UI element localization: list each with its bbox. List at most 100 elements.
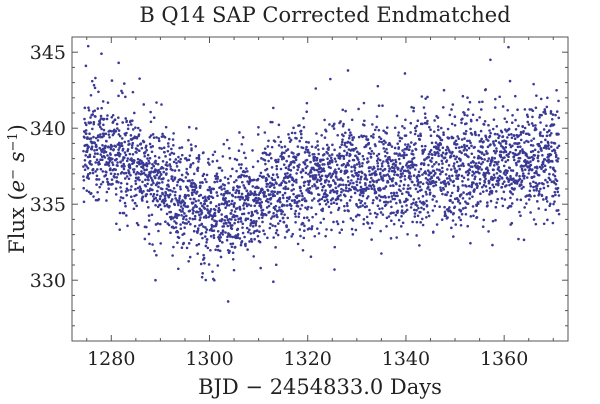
data-point (422, 163, 426, 167)
data-point (478, 178, 482, 181)
data-point (117, 133, 121, 136)
data-point (339, 120, 342, 123)
data-point (473, 130, 477, 134)
data-point (253, 237, 256, 241)
data-point (341, 124, 345, 128)
data-point (155, 193, 159, 197)
data-point (437, 162, 441, 166)
data-point (169, 217, 173, 221)
data-point (220, 218, 224, 221)
data-point (347, 183, 351, 187)
data-point (442, 133, 445, 136)
data-point (251, 165, 255, 169)
data-point (294, 158, 298, 162)
data-point (167, 179, 170, 182)
data-point (245, 189, 249, 192)
data-point (475, 204, 479, 208)
data-point (223, 183, 226, 187)
data-point (388, 167, 392, 170)
data-point (279, 183, 283, 187)
data-point (191, 217, 195, 221)
data-point (493, 106, 497, 109)
data-point (298, 124, 301, 127)
data-point (546, 184, 550, 188)
data-point (307, 219, 311, 222)
data-point (90, 145, 94, 148)
data-point (548, 178, 552, 181)
data-point (397, 134, 400, 137)
data-point (493, 132, 497, 136)
data-point (208, 163, 211, 166)
data-point (508, 79, 512, 83)
data-point (305, 145, 308, 149)
data-point (208, 195, 211, 198)
data-point (375, 159, 379, 163)
data-point (362, 101, 366, 105)
data-point (165, 172, 168, 175)
data-point (503, 156, 506, 159)
data-point (450, 191, 454, 195)
data-point (182, 179, 185, 183)
data-point (203, 261, 206, 265)
data-point (425, 204, 429, 207)
y-axis-label: Flux (e− s−1) (5, 124, 29, 254)
data-point (333, 190, 337, 193)
data-point (244, 217, 248, 220)
data-point (376, 161, 380, 165)
data-point (452, 212, 455, 215)
data-point (340, 228, 344, 232)
data-point (347, 209, 350, 213)
data-point (485, 166, 489, 170)
data-point (290, 199, 294, 202)
data-point (109, 167, 112, 170)
data-point (263, 147, 267, 150)
data-point (448, 206, 451, 209)
data-point (194, 199, 198, 203)
data-point (507, 127, 511, 131)
data-point (100, 106, 103, 110)
data-point (442, 188, 446, 191)
data-point (256, 159, 260, 163)
data-point (308, 151, 311, 154)
data-point (310, 225, 314, 228)
data-point (424, 116, 427, 119)
data-point (548, 172, 551, 176)
data-point (204, 230, 208, 234)
data-point (82, 165, 85, 168)
data-point (280, 181, 284, 185)
data-point (431, 209, 435, 212)
data-point (505, 120, 509, 124)
data-point (294, 155, 298, 159)
data-point (488, 193, 491, 196)
data-point (377, 104, 381, 108)
data-point (275, 173, 279, 176)
data-point (335, 163, 339, 167)
data-point (501, 182, 505, 186)
data-point (226, 189, 229, 193)
data-point (326, 200, 330, 204)
data-point (429, 134, 433, 138)
data-point (300, 203, 304, 207)
data-point (246, 198, 250, 202)
data-point (507, 155, 510, 159)
data-point (371, 123, 374, 126)
data-point (404, 143, 407, 146)
data-point (416, 119, 420, 122)
data-point (495, 190, 498, 193)
data-point (424, 97, 427, 100)
data-point (350, 170, 353, 173)
data-point (378, 207, 381, 211)
data-point (171, 254, 174, 257)
data-point (401, 221, 405, 225)
data-point (237, 163, 241, 166)
data-point (409, 166, 412, 170)
data-point (421, 182, 425, 186)
data-point (164, 125, 168, 129)
data-point (412, 201, 415, 205)
data-point (549, 165, 552, 169)
data-point (114, 145, 118, 148)
data-point (286, 172, 289, 175)
data-point (232, 186, 235, 190)
data-point (322, 167, 325, 170)
data-point (318, 163, 321, 167)
